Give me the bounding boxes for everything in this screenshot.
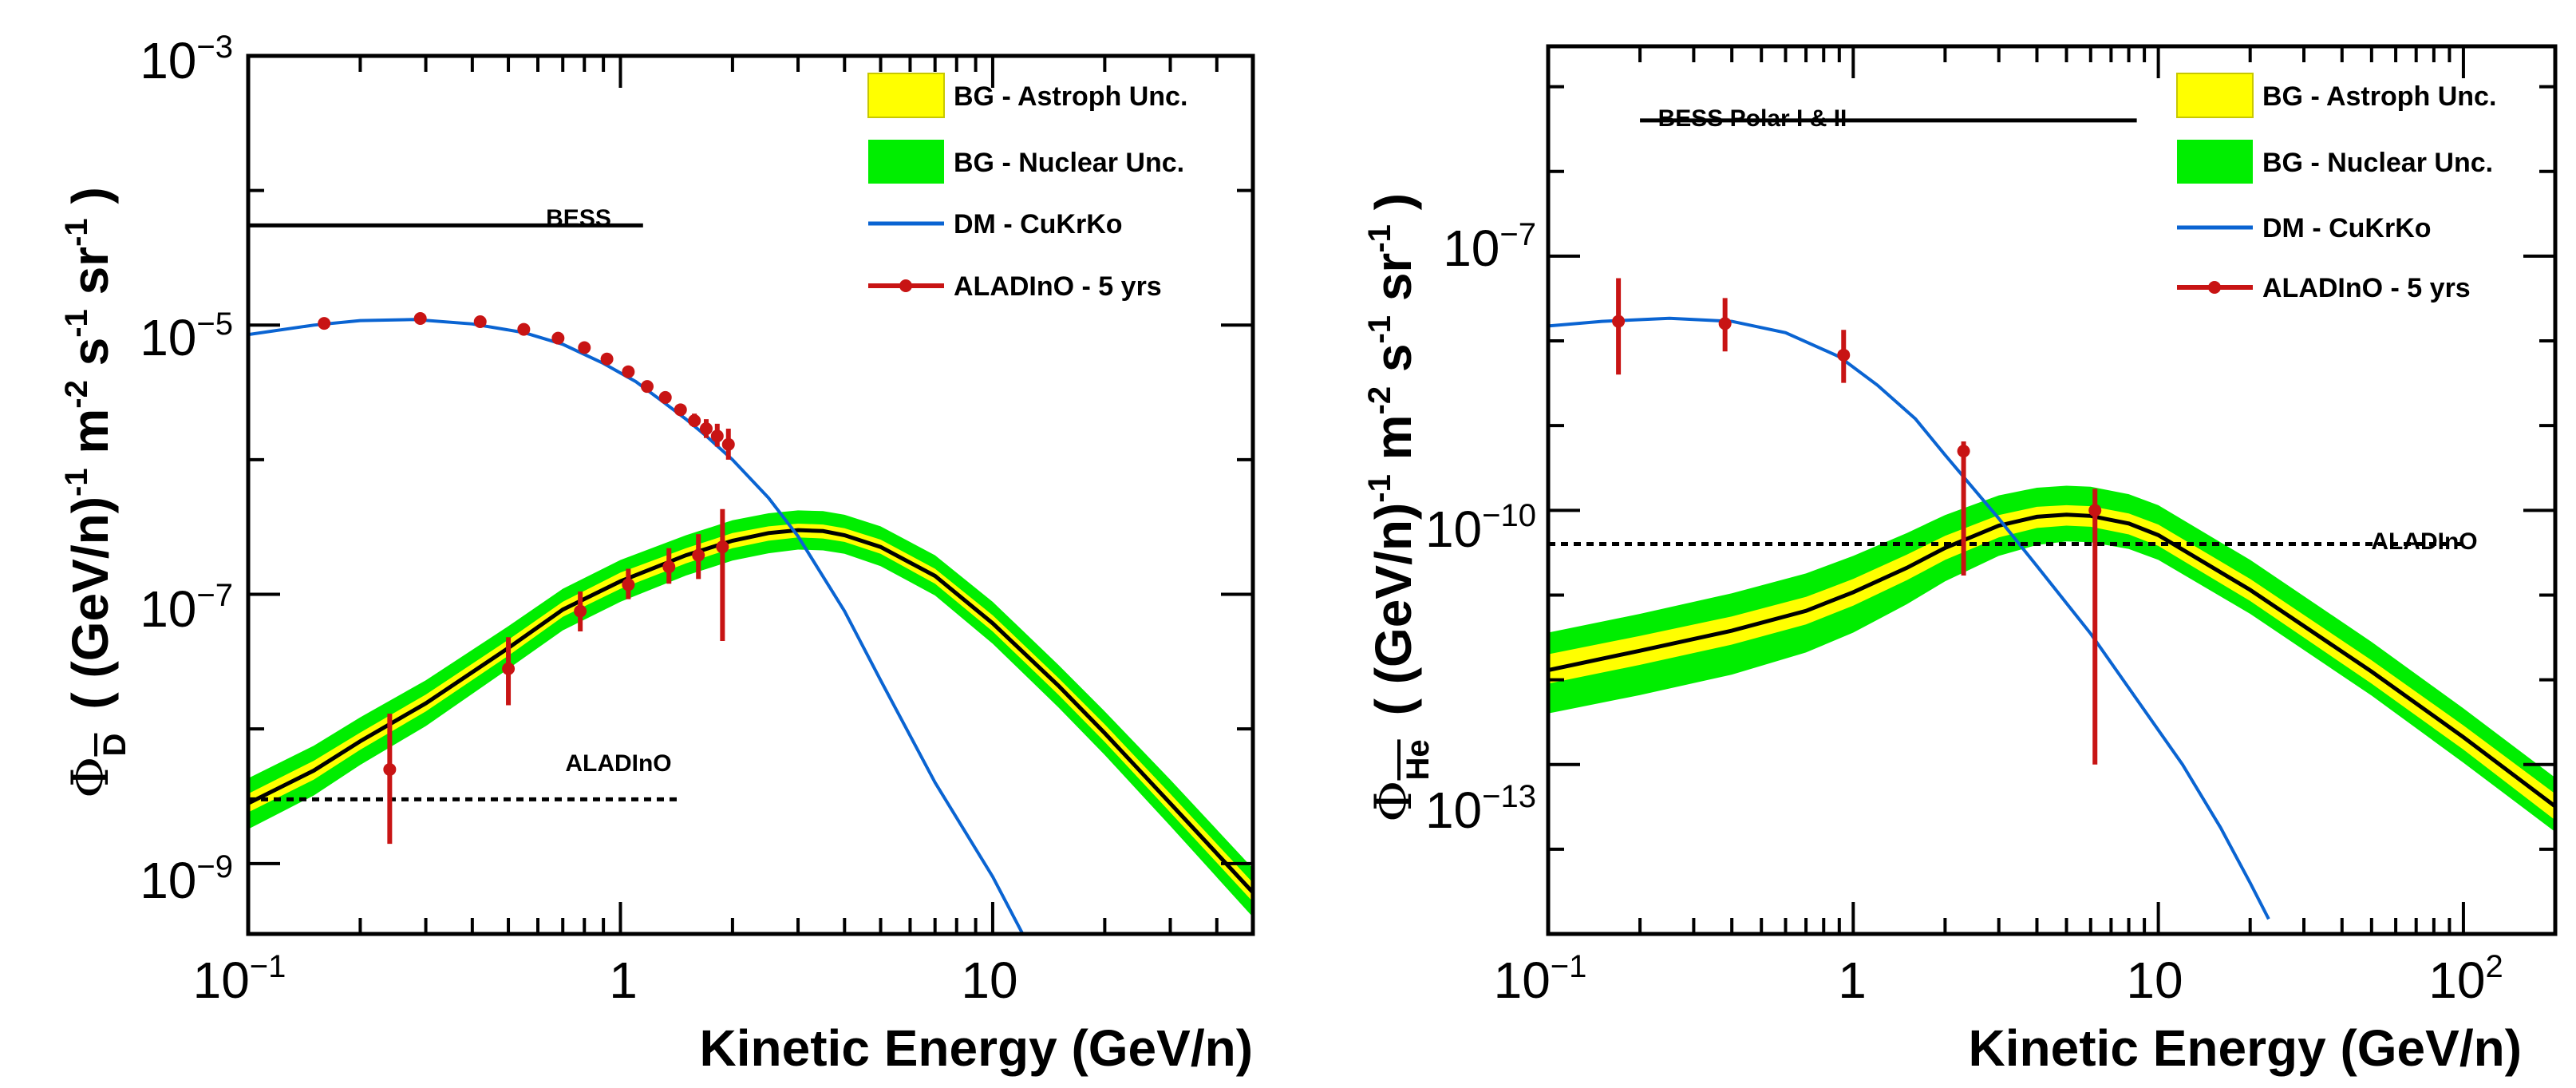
left-data-point-9: [641, 380, 654, 394]
left-xtick-label-1: 10−1: [193, 949, 286, 1009]
left-annotation-aladino: ALADInO: [565, 750, 671, 777]
left-dm-line: [248, 318, 1025, 934]
right-panel: 10−7 10−10 10−13 10−1 1 10 102 Kinetic E…: [1362, 44, 2558, 1077]
left-data-point-6: [578, 341, 591, 354]
right-legend-marker-aladino: [2208, 281, 2221, 294]
left-data-point-21: [692, 548, 705, 562]
right-y-axis-title: ΦHe( (GeV/n)-1 m-2 s-1 sr-1 ): [1362, 193, 1436, 822]
right-legend-label-astroph: BG - Astroph Unc.: [2262, 81, 2496, 112]
right-legend-swatch-nuclear: [2177, 140, 2253, 184]
right-plot-area: [1548, 118, 2555, 920]
left-ytick-label-1: 10−3: [140, 30, 233, 89]
left-legend-label-dm: DM - CuKrKo: [954, 209, 1123, 239]
right-data-point-2: [1718, 317, 1732, 330]
right-xtick-label-3: 10: [2126, 952, 2183, 1009]
right-annotation-bess: BESS Polar I & II: [1658, 105, 1847, 132]
left-y-axis-title: ΦD( (GeV/n)-1 m-2 s-1 sr-1 ): [59, 187, 132, 798]
right-legend-swatch-astroph: [2176, 73, 2254, 118]
right-ytick-label-2: 10−10: [1425, 498, 1536, 558]
left-data-point-11: [674, 403, 687, 417]
left-data-point-13: [699, 422, 713, 436]
right-legend-label-dm: DM - CuKrKo: [2262, 213, 2432, 243]
left-ytick-label-3: 10−7: [140, 578, 233, 638]
left-legend-swatch-nuclear: [868, 140, 944, 184]
left-nuclear-band: [248, 510, 1253, 917]
left-data-point-19: [622, 578, 635, 591]
right-ytick-label-1: 10−7: [1443, 217, 1536, 277]
left-data-point-15: [721, 437, 735, 451]
right-annotation-aladino: ALADInO: [2371, 528, 2477, 555]
right-frame: [1546, 44, 2558, 936]
right-series-group: [1548, 118, 2555, 920]
right-data-point-3: [1837, 348, 1851, 362]
left-data-point-5: [551, 331, 565, 345]
right-ticks: [1547, 46, 2557, 936]
right-xtick-label-4: 102: [2428, 949, 2503, 1009]
left-legend-label-nuclear: BG - Nuclear Unc.: [954, 148, 1184, 178]
right-data-point-1: [1612, 315, 1626, 328]
right-bg-central-line: [1548, 512, 2555, 809]
left-data-point-1: [318, 317, 331, 330]
left-legend-marker-aladino: [899, 279, 912, 292]
right-xtick-label-1: 10−1: [1494, 949, 1587, 1009]
left-data-point-22: [716, 540, 729, 554]
left-xtick-label-3: 10: [961, 952, 1017, 1009]
left-xtick-label-2: 1: [609, 952, 638, 1009]
left-data-point-7: [600, 352, 614, 366]
right-astroph-band: [1548, 504, 2555, 821]
left-data-point-14: [710, 429, 724, 443]
right-legend: BG - Astroph Unc. BG - Nuclear Unc. DM -…: [2176, 73, 2496, 303]
left-legend-label-astroph: BG - Astroph Unc.: [954, 81, 1187, 112]
left-data-point-17: [502, 662, 516, 675]
left-data-point-3: [473, 315, 487, 329]
left-legend-label-aladino: ALADInO - 5 yrs: [954, 271, 1162, 302]
right-data-point-4: [1957, 445, 1970, 458]
left-data-point-10: [658, 390, 672, 404]
left-data-point-2: [413, 311, 427, 325]
right-x-axis-title: Kinetic Energy (GeV/n): [1969, 1019, 2522, 1077]
left-data-point-8: [622, 365, 635, 378]
left-series-group: [248, 223, 1253, 934]
left-legend-swatch-astroph: [867, 73, 945, 118]
left-legend: BG - Astroph Unc. BG - Nuclear Unc. DM -…: [867, 73, 1187, 302]
left-bg-central-line: [248, 528, 1253, 894]
right-legend-label-nuclear: BG - Nuclear Unc.: [2262, 148, 2493, 178]
right-legend-label-aladino: ALADInO - 5 yrs: [2262, 273, 2471, 303]
left-annotation-bess: BESS: [546, 205, 611, 231]
left-panel: 10−3 10−5 10−7 10−9 10−1 1 10 Kinetic En…: [59, 30, 1255, 1077]
left-data-point-12: [688, 414, 701, 428]
left-x-axis-title: Kinetic Energy (GeV/n): [700, 1019, 1253, 1077]
right-dm-line: [1548, 316, 2270, 920]
right-data-point-5: [2088, 504, 2102, 517]
left-data-point-4: [517, 322, 531, 336]
left-plot-area: [248, 223, 1253, 934]
left-data-point-18: [574, 604, 587, 618]
left-data-point-20: [662, 560, 676, 574]
left-data-point-16: [383, 762, 397, 776]
left-ticks: [247, 54, 1254, 934]
left-ytick-label-4: 10−9: [140, 849, 233, 909]
left-frame: [246, 53, 1255, 936]
right-ytick-label-3: 10−13: [1425, 779, 1536, 839]
right-xtick-label-2: 1: [1838, 952, 1867, 1009]
left-ytick-label-2: 10−5: [140, 307, 233, 366]
